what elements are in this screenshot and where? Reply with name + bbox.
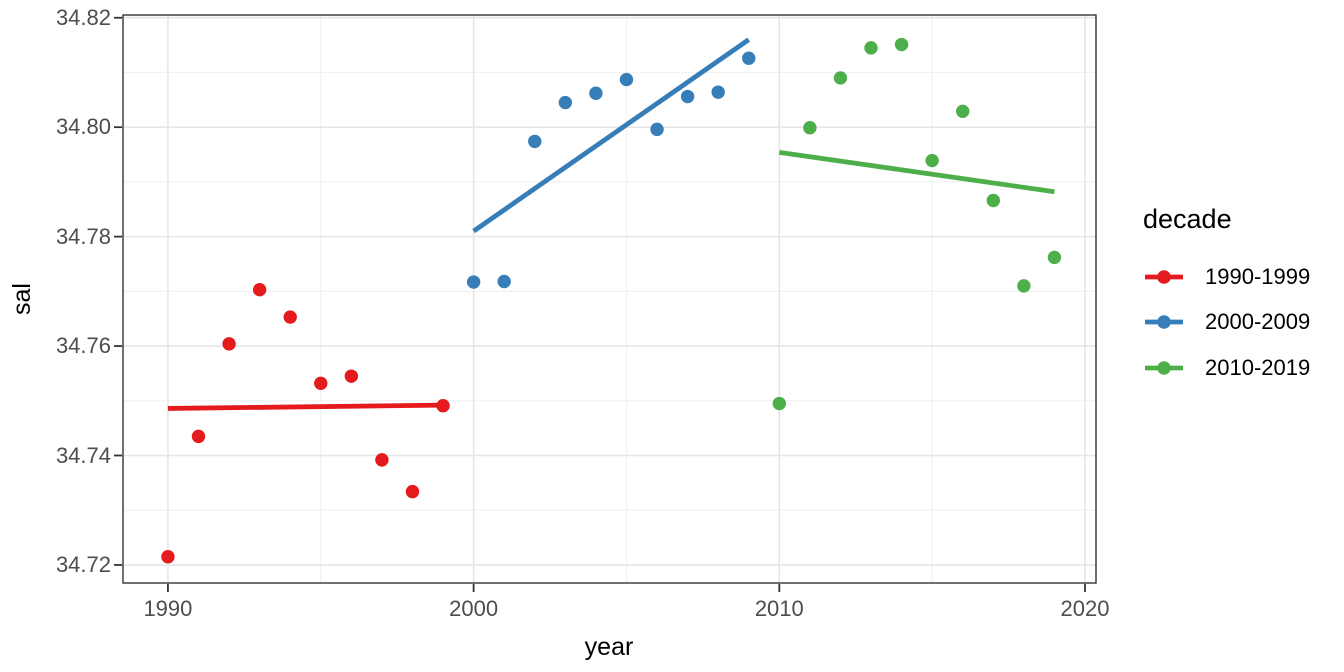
data-point	[619, 72, 634, 87]
trend-line	[167, 402, 444, 411]
legend-entry: 1990-1999	[1144, 255, 1310, 299]
x-tick-label: 1990	[143, 596, 193, 621]
data-point	[833, 71, 848, 85]
legend-key-icon	[1145, 315, 1183, 329]
data-point	[344, 369, 359, 383]
data-point	[497, 274, 511, 289]
data-point	[772, 396, 787, 411]
data-point	[742, 51, 756, 65]
legend-key-point	[1157, 269, 1171, 284]
y-tick-label: 34.80	[55, 114, 111, 140]
data-point	[191, 429, 206, 444]
data-point	[803, 121, 817, 135]
panel-border	[122, 14, 1097, 584]
data-point	[222, 337, 236, 351]
data-point	[1047, 250, 1062, 265]
data-point	[558, 95, 573, 110]
legend-key-point	[1157, 315, 1171, 329]
legend-key-point	[1157, 360, 1171, 375]
data-point	[589, 86, 603, 100]
data-point	[466, 275, 481, 289]
trend-line	[778, 149, 1055, 195]
y-tick-label: 34.76	[55, 333, 111, 359]
data-point	[711, 85, 725, 99]
data-point	[925, 153, 939, 168]
data-point	[986, 193, 1000, 208]
legend-entry-label: 1990-1999	[1205, 263, 1311, 289]
legend-key-icon	[1145, 360, 1183, 375]
data-point	[252, 282, 267, 297]
legend-entry: 2000-2009	[1144, 300, 1310, 344]
data-point	[375, 453, 389, 467]
legend-entry: 2010-2019	[1144, 346, 1310, 390]
data-point	[864, 41, 878, 55]
y-tick-label: 34.74	[55, 442, 111, 468]
data-point	[1017, 279, 1031, 293]
data-point	[314, 376, 328, 390]
legend: decade 1990-1999 2000-2009 2010-2019	[1128, 0, 1344, 672]
legend-entry-label: 2000-2009	[1205, 309, 1311, 334]
data-point	[650, 122, 664, 137]
data-point	[956, 104, 970, 119]
data-point	[436, 399, 450, 413]
data-point	[680, 89, 695, 104]
data-point	[283, 310, 297, 324]
x-axis-title: year	[584, 633, 634, 661]
y-tick-label: 34.78	[55, 223, 111, 249]
x-tick-label: 2010	[754, 596, 804, 621]
x-tick-label: 2000	[449, 596, 499, 621]
y-axis-title: sal	[8, 283, 36, 315]
panel-background	[123, 15, 1096, 583]
data-point	[528, 134, 542, 149]
data-point	[405, 484, 420, 499]
legend-entry-label: 2010-2019	[1205, 354, 1311, 380]
y-tick-label: 34.72	[55, 551, 111, 577]
data-point	[894, 37, 909, 52]
legend-key-icon	[1145, 269, 1183, 284]
legend-title: decade	[1143, 204, 1232, 234]
data-point	[161, 550, 175, 564]
y-tick-label: 34.82	[55, 4, 111, 30]
trend-line	[472, 37, 751, 234]
x-tick-label: 2020	[1060, 596, 1110, 621]
